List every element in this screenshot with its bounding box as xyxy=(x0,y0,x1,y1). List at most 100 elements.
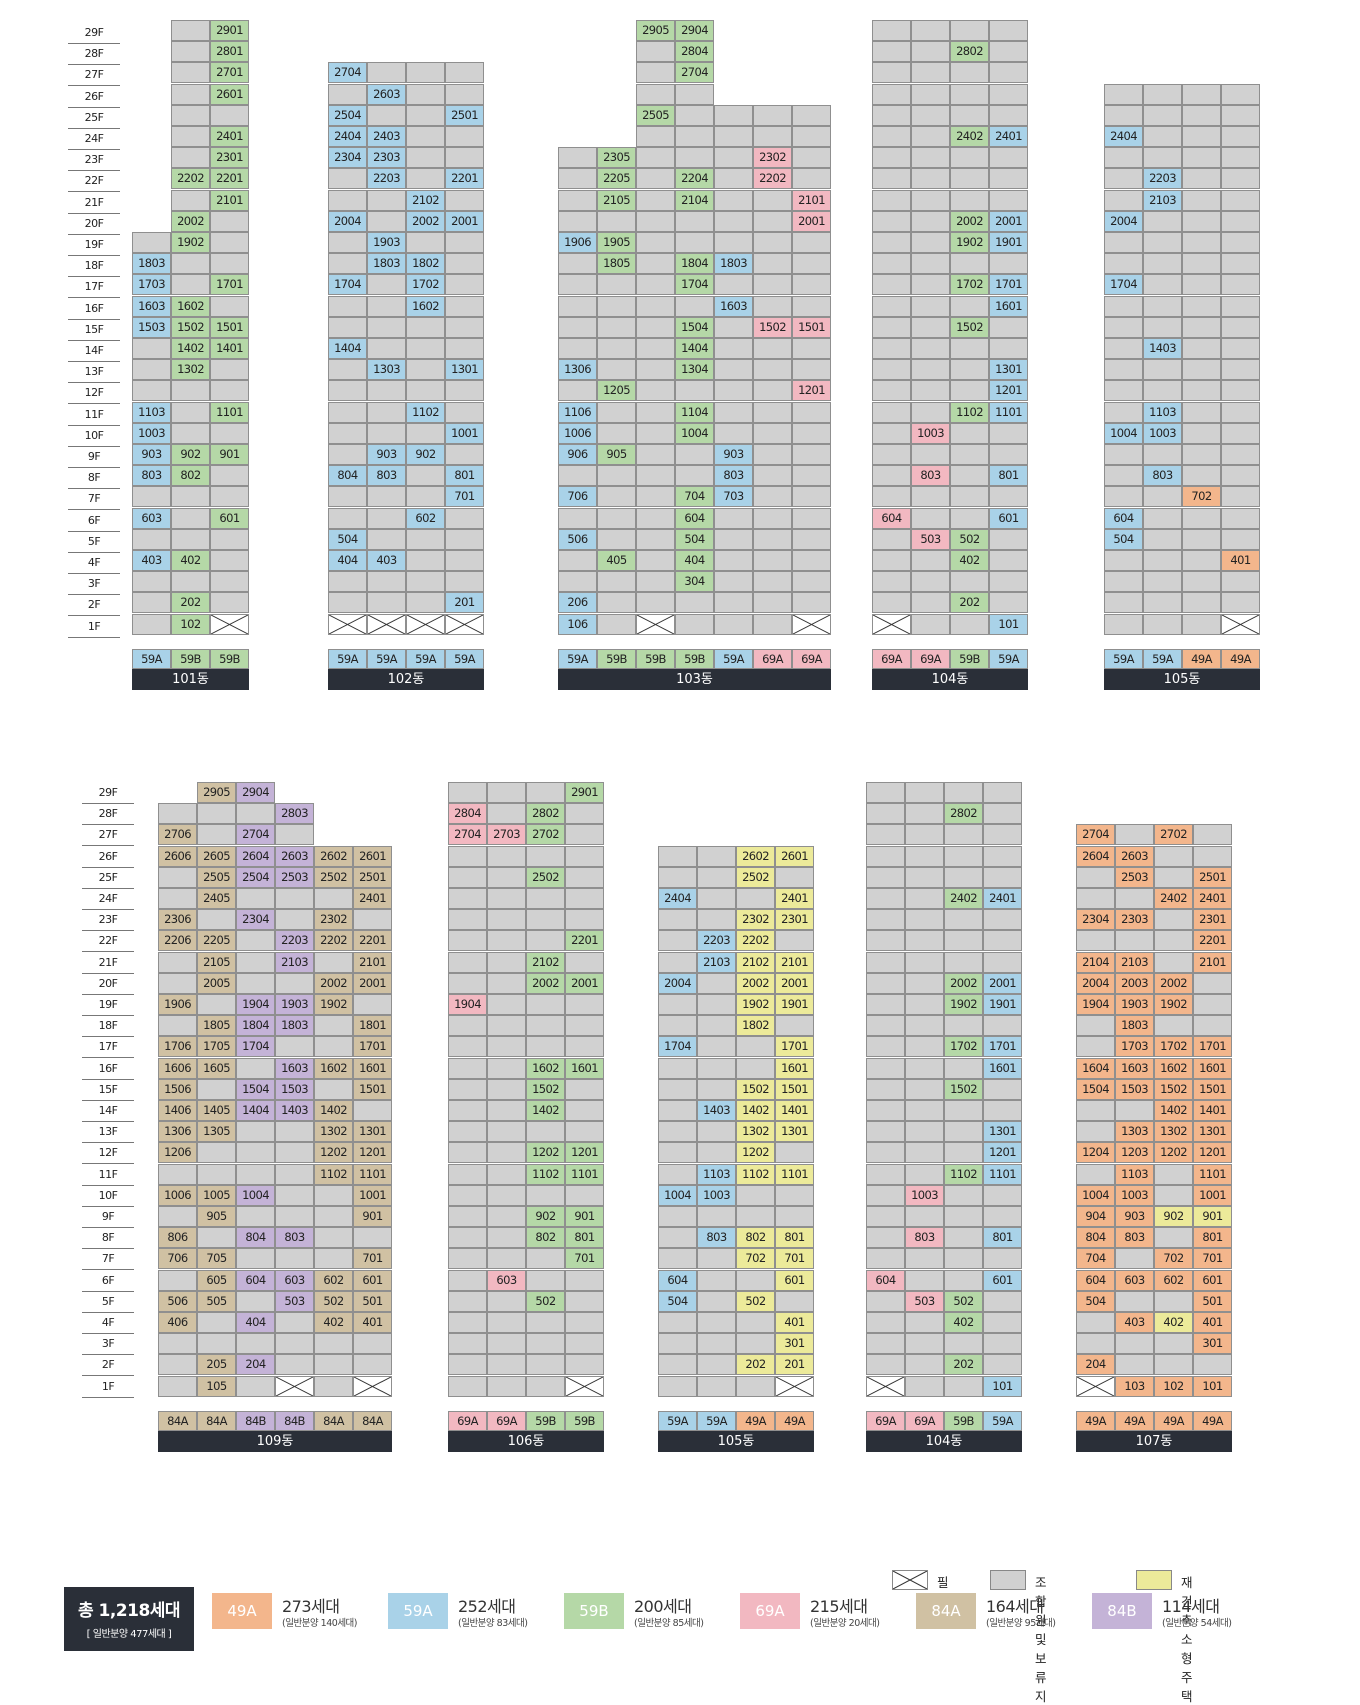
summary-type-badge: 59B xyxy=(564,1593,624,1629)
member-cell xyxy=(1115,1333,1154,1355)
member-cell xyxy=(1104,592,1143,614)
unit-cell: 1102 xyxy=(526,1163,565,1185)
unit-cell: 806 xyxy=(158,1227,197,1249)
unit-cell: 502 xyxy=(950,528,989,550)
unit-cell: 1101 xyxy=(353,1163,392,1185)
member-cell xyxy=(675,444,714,465)
unit-cell: 1103 xyxy=(1115,1163,1154,1185)
member-cell xyxy=(905,1248,944,1270)
unit-cell: 1502 xyxy=(944,1078,983,1100)
unit-cell: 2101 xyxy=(210,189,249,211)
unit-type-label: 69A xyxy=(872,648,911,669)
member-cell xyxy=(658,1057,697,1079)
member-cell xyxy=(132,528,171,550)
member-cell xyxy=(636,486,675,508)
unit-cell: 701 xyxy=(445,486,484,508)
floor-label: 2F xyxy=(82,1354,134,1377)
member-cell xyxy=(911,210,950,232)
member-cell xyxy=(1182,550,1221,571)
member-cell xyxy=(989,550,1028,571)
unit-cell: 2801 xyxy=(210,41,249,63)
member-cell xyxy=(636,126,675,147)
member-cell xyxy=(158,1333,197,1355)
member-cell xyxy=(866,824,905,846)
member-cell xyxy=(675,210,714,232)
member-cell xyxy=(236,1121,275,1143)
member-cell xyxy=(753,486,792,508)
unit-cell: 2302 xyxy=(753,147,792,169)
member-cell xyxy=(197,803,236,825)
unit-cell: 1402 xyxy=(314,1100,353,1121)
member-cell xyxy=(558,380,597,402)
member-cell xyxy=(1193,994,1232,1015)
member-cell xyxy=(597,486,636,508)
member-cell xyxy=(236,1057,275,1079)
member-cell xyxy=(445,507,484,529)
pilotis-cell xyxy=(406,613,445,635)
member-cell xyxy=(448,930,487,952)
unit-cell: 2304 xyxy=(328,147,367,169)
member-cell xyxy=(275,888,314,909)
unit-cell: 1004 xyxy=(1104,422,1143,444)
unit-cell: 2502 xyxy=(736,866,775,888)
unit-cell: 1701 xyxy=(210,274,249,296)
member-cell xyxy=(597,316,636,338)
member-cell xyxy=(406,550,445,571)
member-cell xyxy=(983,930,1022,952)
floor-label: 4F xyxy=(82,1312,134,1334)
member-cell xyxy=(487,1227,526,1249)
member-cell xyxy=(275,1206,314,1227)
member-cell xyxy=(753,613,792,635)
unit-type-label: 59B xyxy=(565,1410,604,1431)
member-cell xyxy=(328,316,367,338)
member-cell xyxy=(989,41,1028,63)
member-cell xyxy=(1115,1100,1154,1121)
unit-type-label: 59B xyxy=(526,1410,565,1431)
member-cell xyxy=(158,1375,197,1397)
member-cell xyxy=(406,380,445,402)
member-cell xyxy=(989,189,1028,211)
member-cell xyxy=(1143,550,1182,571)
member-cell xyxy=(944,1333,983,1355)
unit-cell: 2203 xyxy=(697,930,736,952)
member-cell xyxy=(275,1036,314,1058)
member-cell xyxy=(197,1333,236,1355)
member-cell xyxy=(1143,126,1182,147)
unit-cell: 804 xyxy=(1076,1227,1115,1249)
floor-label: 24F xyxy=(82,888,134,910)
member-cell xyxy=(872,126,911,147)
unit-cell: 1702 xyxy=(1154,1036,1193,1058)
floor-label: 15F xyxy=(68,319,120,341)
member-cell xyxy=(697,1333,736,1355)
member-cell xyxy=(132,613,171,635)
unit-cell: 602 xyxy=(1154,1269,1193,1291)
floor-label: 10F xyxy=(68,425,120,447)
floor-label: 17F xyxy=(68,276,120,299)
member-cell xyxy=(565,1121,604,1143)
member-cell xyxy=(753,380,792,402)
unit-cell: 503 xyxy=(911,528,950,550)
unit-cell: 101 xyxy=(983,1375,1022,1397)
unit-cell: 504 xyxy=(675,528,714,550)
member-cell xyxy=(1115,888,1154,909)
pilotis-cell xyxy=(1076,1375,1115,1397)
member-cell xyxy=(944,782,983,803)
member-cell xyxy=(526,1269,565,1291)
unit-cell: 1101 xyxy=(989,401,1028,423)
member-cell xyxy=(872,83,911,105)
unit-cell: 1906 xyxy=(558,232,597,253)
member-cell xyxy=(636,465,675,487)
member-cell xyxy=(565,845,604,867)
unit-cell: 1502 xyxy=(1154,1078,1193,1100)
summary-count: 273세대 xyxy=(282,1597,340,1616)
unit-cell: 2901 xyxy=(565,782,604,803)
member-cell xyxy=(1143,592,1182,614)
unit-cell: 504 xyxy=(328,528,367,550)
member-cell xyxy=(911,359,950,381)
floor-label: 21F xyxy=(82,952,134,974)
member-cell xyxy=(866,845,905,867)
unit-cell: 1303 xyxy=(1115,1121,1154,1143)
building-name: 104동 xyxy=(866,1430,1022,1452)
unit-cell: 2501 xyxy=(1193,866,1232,888)
member-cell xyxy=(171,41,210,63)
